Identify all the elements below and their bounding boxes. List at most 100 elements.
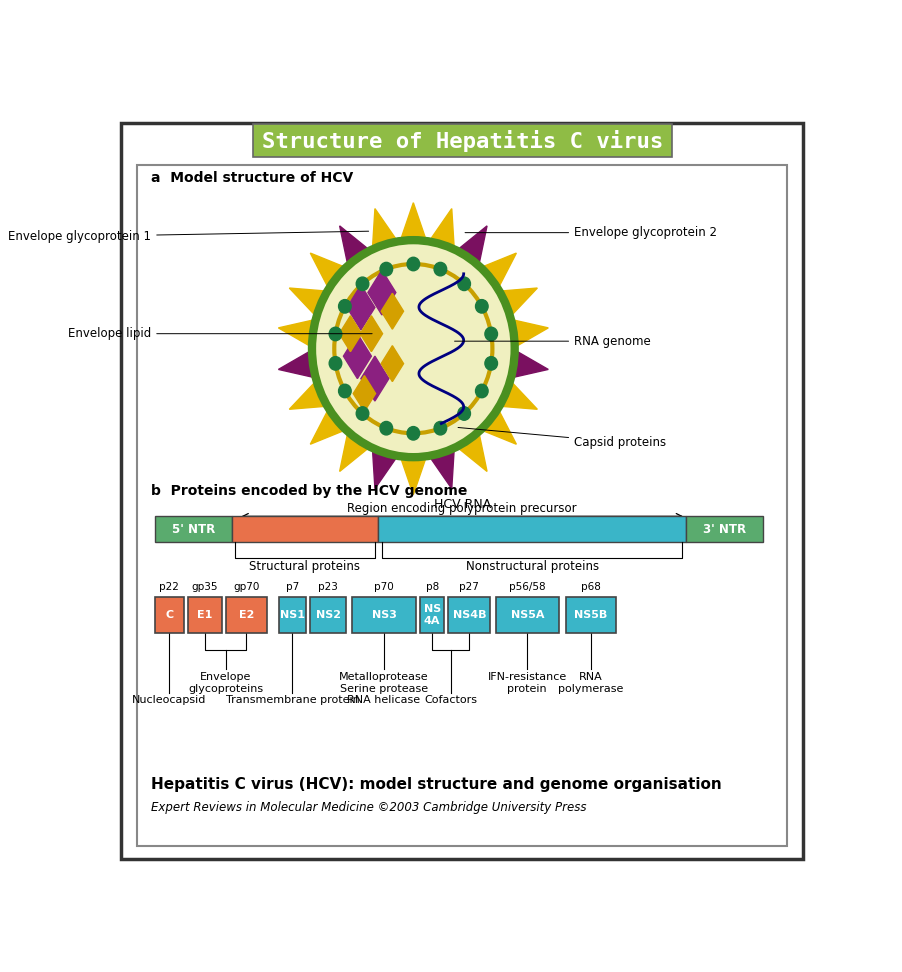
Polygon shape — [354, 375, 375, 411]
Circle shape — [356, 406, 369, 420]
Polygon shape — [511, 350, 548, 378]
Polygon shape — [339, 316, 362, 352]
Polygon shape — [373, 209, 398, 250]
Text: RNA
polymerase: RNA polymerase — [558, 672, 623, 694]
Text: gp35: gp35 — [192, 582, 218, 592]
FancyBboxPatch shape — [155, 597, 184, 633]
Text: NS
4A: NS 4A — [424, 605, 441, 626]
FancyBboxPatch shape — [253, 124, 672, 157]
Polygon shape — [290, 288, 327, 317]
Text: Structure of Hepatitis C virus: Structure of Hepatitis C virus — [262, 129, 663, 152]
Polygon shape — [382, 346, 403, 382]
Text: NS5A: NS5A — [511, 610, 544, 620]
Text: C: C — [165, 610, 173, 620]
FancyBboxPatch shape — [155, 516, 232, 541]
FancyBboxPatch shape — [352, 597, 416, 633]
Polygon shape — [310, 408, 346, 444]
Text: Nonstructural proteins: Nonstructural proteins — [465, 561, 599, 573]
Polygon shape — [279, 350, 316, 378]
Text: RNA genome: RNA genome — [455, 334, 651, 348]
Text: HCV RNA: HCV RNA — [434, 498, 491, 511]
Text: Region encoding polyprotein precursor: Region encoding polyprotein precursor — [347, 502, 577, 515]
Text: NS4B: NS4B — [453, 610, 486, 620]
Circle shape — [458, 406, 471, 420]
Polygon shape — [382, 294, 403, 330]
Polygon shape — [456, 432, 487, 471]
FancyBboxPatch shape — [310, 597, 346, 633]
Polygon shape — [361, 356, 389, 401]
Text: Metalloprotease
Serine protease
RNA helicase: Metalloprotease Serine protease RNA heli… — [339, 672, 428, 705]
Text: Envelope glycoprotein 1: Envelope glycoprotein 1 — [8, 230, 369, 243]
Text: Transmembrane protein: Transmembrane protein — [226, 695, 359, 705]
Circle shape — [380, 262, 392, 276]
Polygon shape — [429, 209, 455, 250]
Text: Envelope
glycoproteins: Envelope glycoproteins — [189, 672, 263, 694]
FancyBboxPatch shape — [420, 597, 444, 633]
Polygon shape — [368, 270, 396, 315]
Text: NS3: NS3 — [372, 610, 396, 620]
Polygon shape — [400, 203, 427, 241]
FancyBboxPatch shape — [496, 597, 558, 633]
Circle shape — [407, 427, 419, 440]
Circle shape — [485, 328, 498, 341]
Circle shape — [312, 240, 515, 457]
Text: Capsid proteins: Capsid proteins — [458, 428, 667, 449]
Text: Envelope glycoprotein 2: Envelope glycoprotein 2 — [465, 226, 717, 239]
Circle shape — [407, 258, 419, 271]
Text: E2: E2 — [239, 610, 254, 620]
Text: Nucleocapsid: Nucleocapsid — [133, 695, 207, 705]
Circle shape — [380, 422, 392, 434]
Polygon shape — [511, 320, 548, 347]
Polygon shape — [310, 253, 346, 289]
Circle shape — [434, 262, 446, 276]
Text: NS1: NS1 — [280, 610, 305, 620]
Text: a  Model structure of HCV: a Model structure of HCV — [152, 171, 354, 185]
Text: p8: p8 — [426, 582, 439, 592]
Text: p68: p68 — [581, 582, 601, 592]
Circle shape — [338, 299, 351, 313]
Polygon shape — [279, 320, 316, 347]
Text: p56/58: p56/58 — [509, 582, 546, 592]
Polygon shape — [347, 285, 375, 330]
Text: IFN-resistance
protein: IFN-resistance protein — [488, 672, 567, 694]
Polygon shape — [340, 226, 370, 265]
Polygon shape — [400, 456, 427, 495]
Text: E1: E1 — [198, 610, 213, 620]
Polygon shape — [344, 333, 372, 378]
FancyBboxPatch shape — [121, 122, 804, 859]
Polygon shape — [500, 288, 538, 317]
Text: Envelope lipid: Envelope lipid — [68, 328, 373, 340]
FancyBboxPatch shape — [279, 597, 306, 633]
Text: NS5B: NS5B — [575, 610, 608, 620]
FancyBboxPatch shape — [232, 516, 379, 541]
Circle shape — [475, 299, 488, 313]
Polygon shape — [340, 432, 370, 471]
Circle shape — [485, 357, 498, 370]
FancyBboxPatch shape — [686, 516, 763, 541]
Polygon shape — [481, 253, 516, 289]
Circle shape — [329, 357, 342, 370]
Polygon shape — [481, 408, 516, 444]
Text: Structural proteins: Structural proteins — [250, 561, 361, 573]
FancyBboxPatch shape — [448, 597, 491, 633]
Text: gp70: gp70 — [233, 582, 260, 592]
FancyBboxPatch shape — [566, 597, 616, 633]
Polygon shape — [360, 316, 382, 352]
Text: p70: p70 — [374, 582, 394, 592]
FancyBboxPatch shape — [379, 516, 686, 541]
Polygon shape — [429, 448, 455, 489]
Text: p22: p22 — [160, 582, 179, 592]
Text: 3' NTR: 3' NTR — [703, 523, 746, 536]
Circle shape — [329, 328, 342, 341]
FancyBboxPatch shape — [226, 597, 267, 633]
Text: Hepatitis C virus (HCV): model structure and genome organisation: Hepatitis C virus (HCV): model structure… — [152, 777, 722, 792]
Text: 5' NTR: 5' NTR — [171, 523, 215, 536]
Circle shape — [338, 384, 351, 398]
FancyBboxPatch shape — [137, 165, 787, 847]
Polygon shape — [373, 448, 398, 489]
Text: NS2: NS2 — [316, 610, 341, 620]
FancyBboxPatch shape — [189, 597, 222, 633]
Circle shape — [475, 384, 488, 398]
Circle shape — [458, 277, 471, 291]
Text: p7: p7 — [286, 582, 299, 592]
